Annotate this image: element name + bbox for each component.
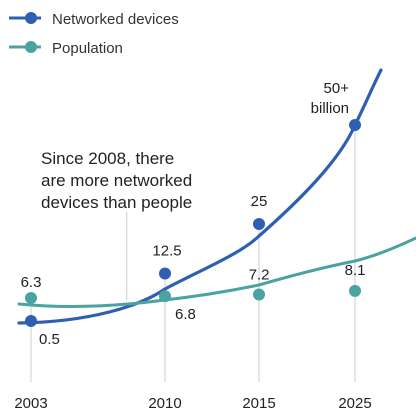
annotation: Since 2008, there are more networked devic… — [41, 149, 192, 300]
x-tick-label-2010: 2010 — [148, 395, 181, 412]
data-point-networked-devices-2015 — [253, 218, 265, 230]
series-line-population — [17, 236, 416, 309]
x-tick-label-2003: 2003 — [14, 395, 47, 412]
data-point-networked-devices-2025 — [349, 119, 361, 131]
annotation-text: Since 2008, there are more networked devic… — [41, 149, 192, 212]
data-label-networked-devices-2010: 12.5 — [152, 243, 181, 260]
legend: Networked devices Population — [9, 11, 179, 57]
data-points-layer — [25, 119, 361, 328]
x-tick-label-2025: 2025 — [338, 395, 371, 412]
x-tick-label-2015: 2015 — [242, 395, 275, 412]
legend-label-0: Networked devices — [52, 11, 179, 28]
data-point-population-2003 — [25, 292, 37, 305]
legend-marker-0 — [25, 12, 37, 24]
data-point-networked-devices-2010 — [159, 267, 171, 280]
data-label-networked-devices-2015: 25 — [251, 193, 268, 210]
data-label-population-2015: 7.2 — [249, 266, 270, 283]
legend-marker-1 — [25, 41, 37, 53]
data-labels-layer: 0.5 12.5 25 50+ billion 6.3 6.8 7.2 8.1 — [21, 80, 366, 348]
data-label-population-2025: 8.1 — [345, 262, 366, 279]
data-point-population-2010 — [159, 290, 171, 303]
data-point-population-2015 — [253, 288, 265, 301]
legend-label-1: Population — [52, 40, 123, 57]
data-label-population-2010: 6.8 — [175, 306, 196, 323]
data-label-networked-devices-2003: 0.5 — [39, 331, 60, 348]
data-point-population-2025 — [349, 284, 361, 297]
data-label-networked-devices-2025: 50+ billion — [311, 80, 350, 117]
data-point-networked-devices-2003 — [25, 315, 37, 328]
data-label-population-2003: 6.3 — [21, 274, 42, 291]
x-axis-ticks-layer: 2003 2010 2015 2025 — [14, 395, 371, 412]
